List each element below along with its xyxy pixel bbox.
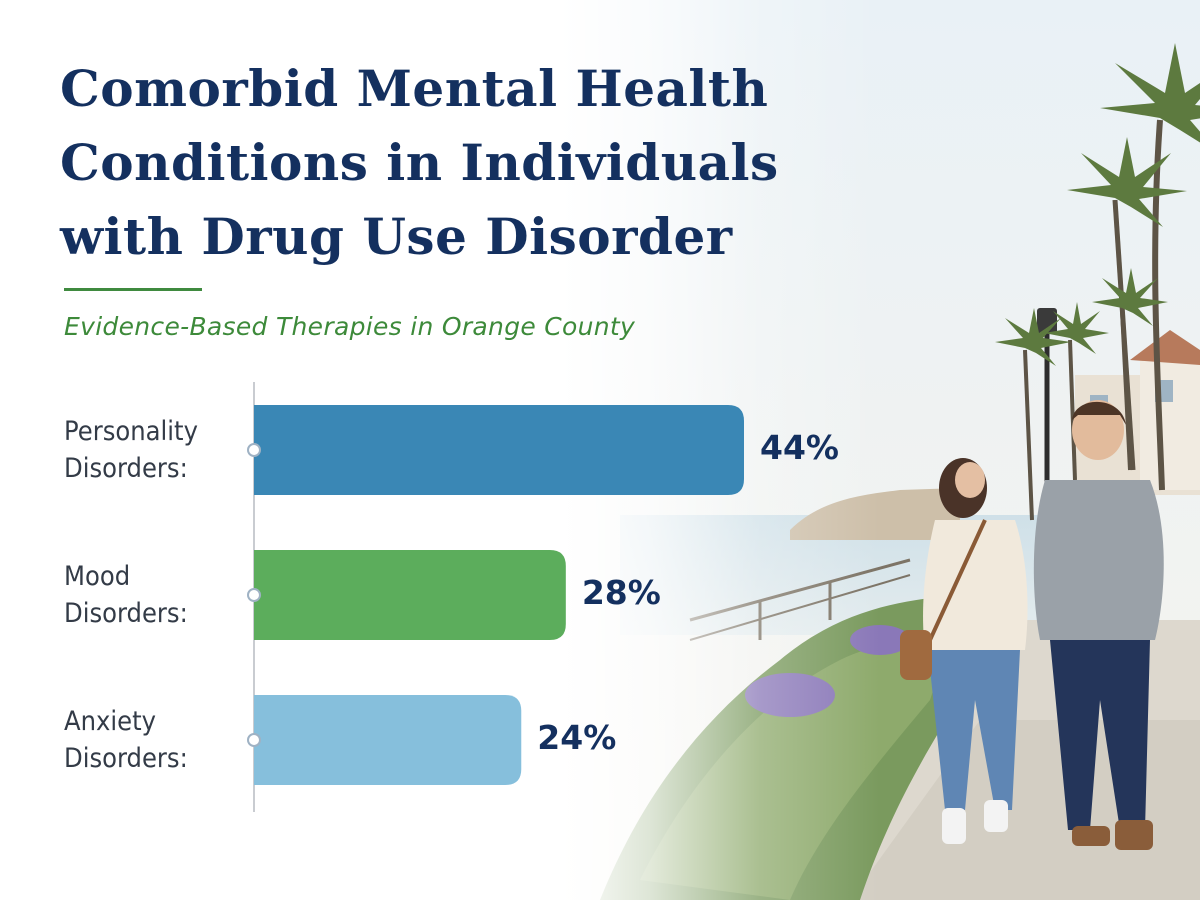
bar xyxy=(254,405,744,495)
title-divider xyxy=(64,288,202,291)
page-title: Comorbid Mental Health Conditions in Ind… xyxy=(60,52,880,274)
axis-marker-dot xyxy=(247,588,261,602)
category-label: Mood Disorders: xyxy=(64,561,188,629)
bar xyxy=(254,695,522,785)
title-line-2: Conditions in Individuals xyxy=(60,133,779,192)
title-line-1: Comorbid Mental Health xyxy=(60,59,769,118)
value-label: 24% xyxy=(537,718,617,757)
value-label: 28% xyxy=(581,573,661,612)
bar xyxy=(254,550,566,640)
subtitle: Evidence-Based Therapies in Orange Count… xyxy=(64,312,636,341)
category-label: Personality Disorders: xyxy=(64,416,198,484)
title-line-3: with Drug Use Disorder xyxy=(60,207,733,266)
axis-marker-dot xyxy=(247,443,261,457)
axis-marker-dot xyxy=(247,733,261,747)
value-label: 44% xyxy=(760,428,839,467)
category-label: Anxiety Disorders: xyxy=(64,706,188,774)
